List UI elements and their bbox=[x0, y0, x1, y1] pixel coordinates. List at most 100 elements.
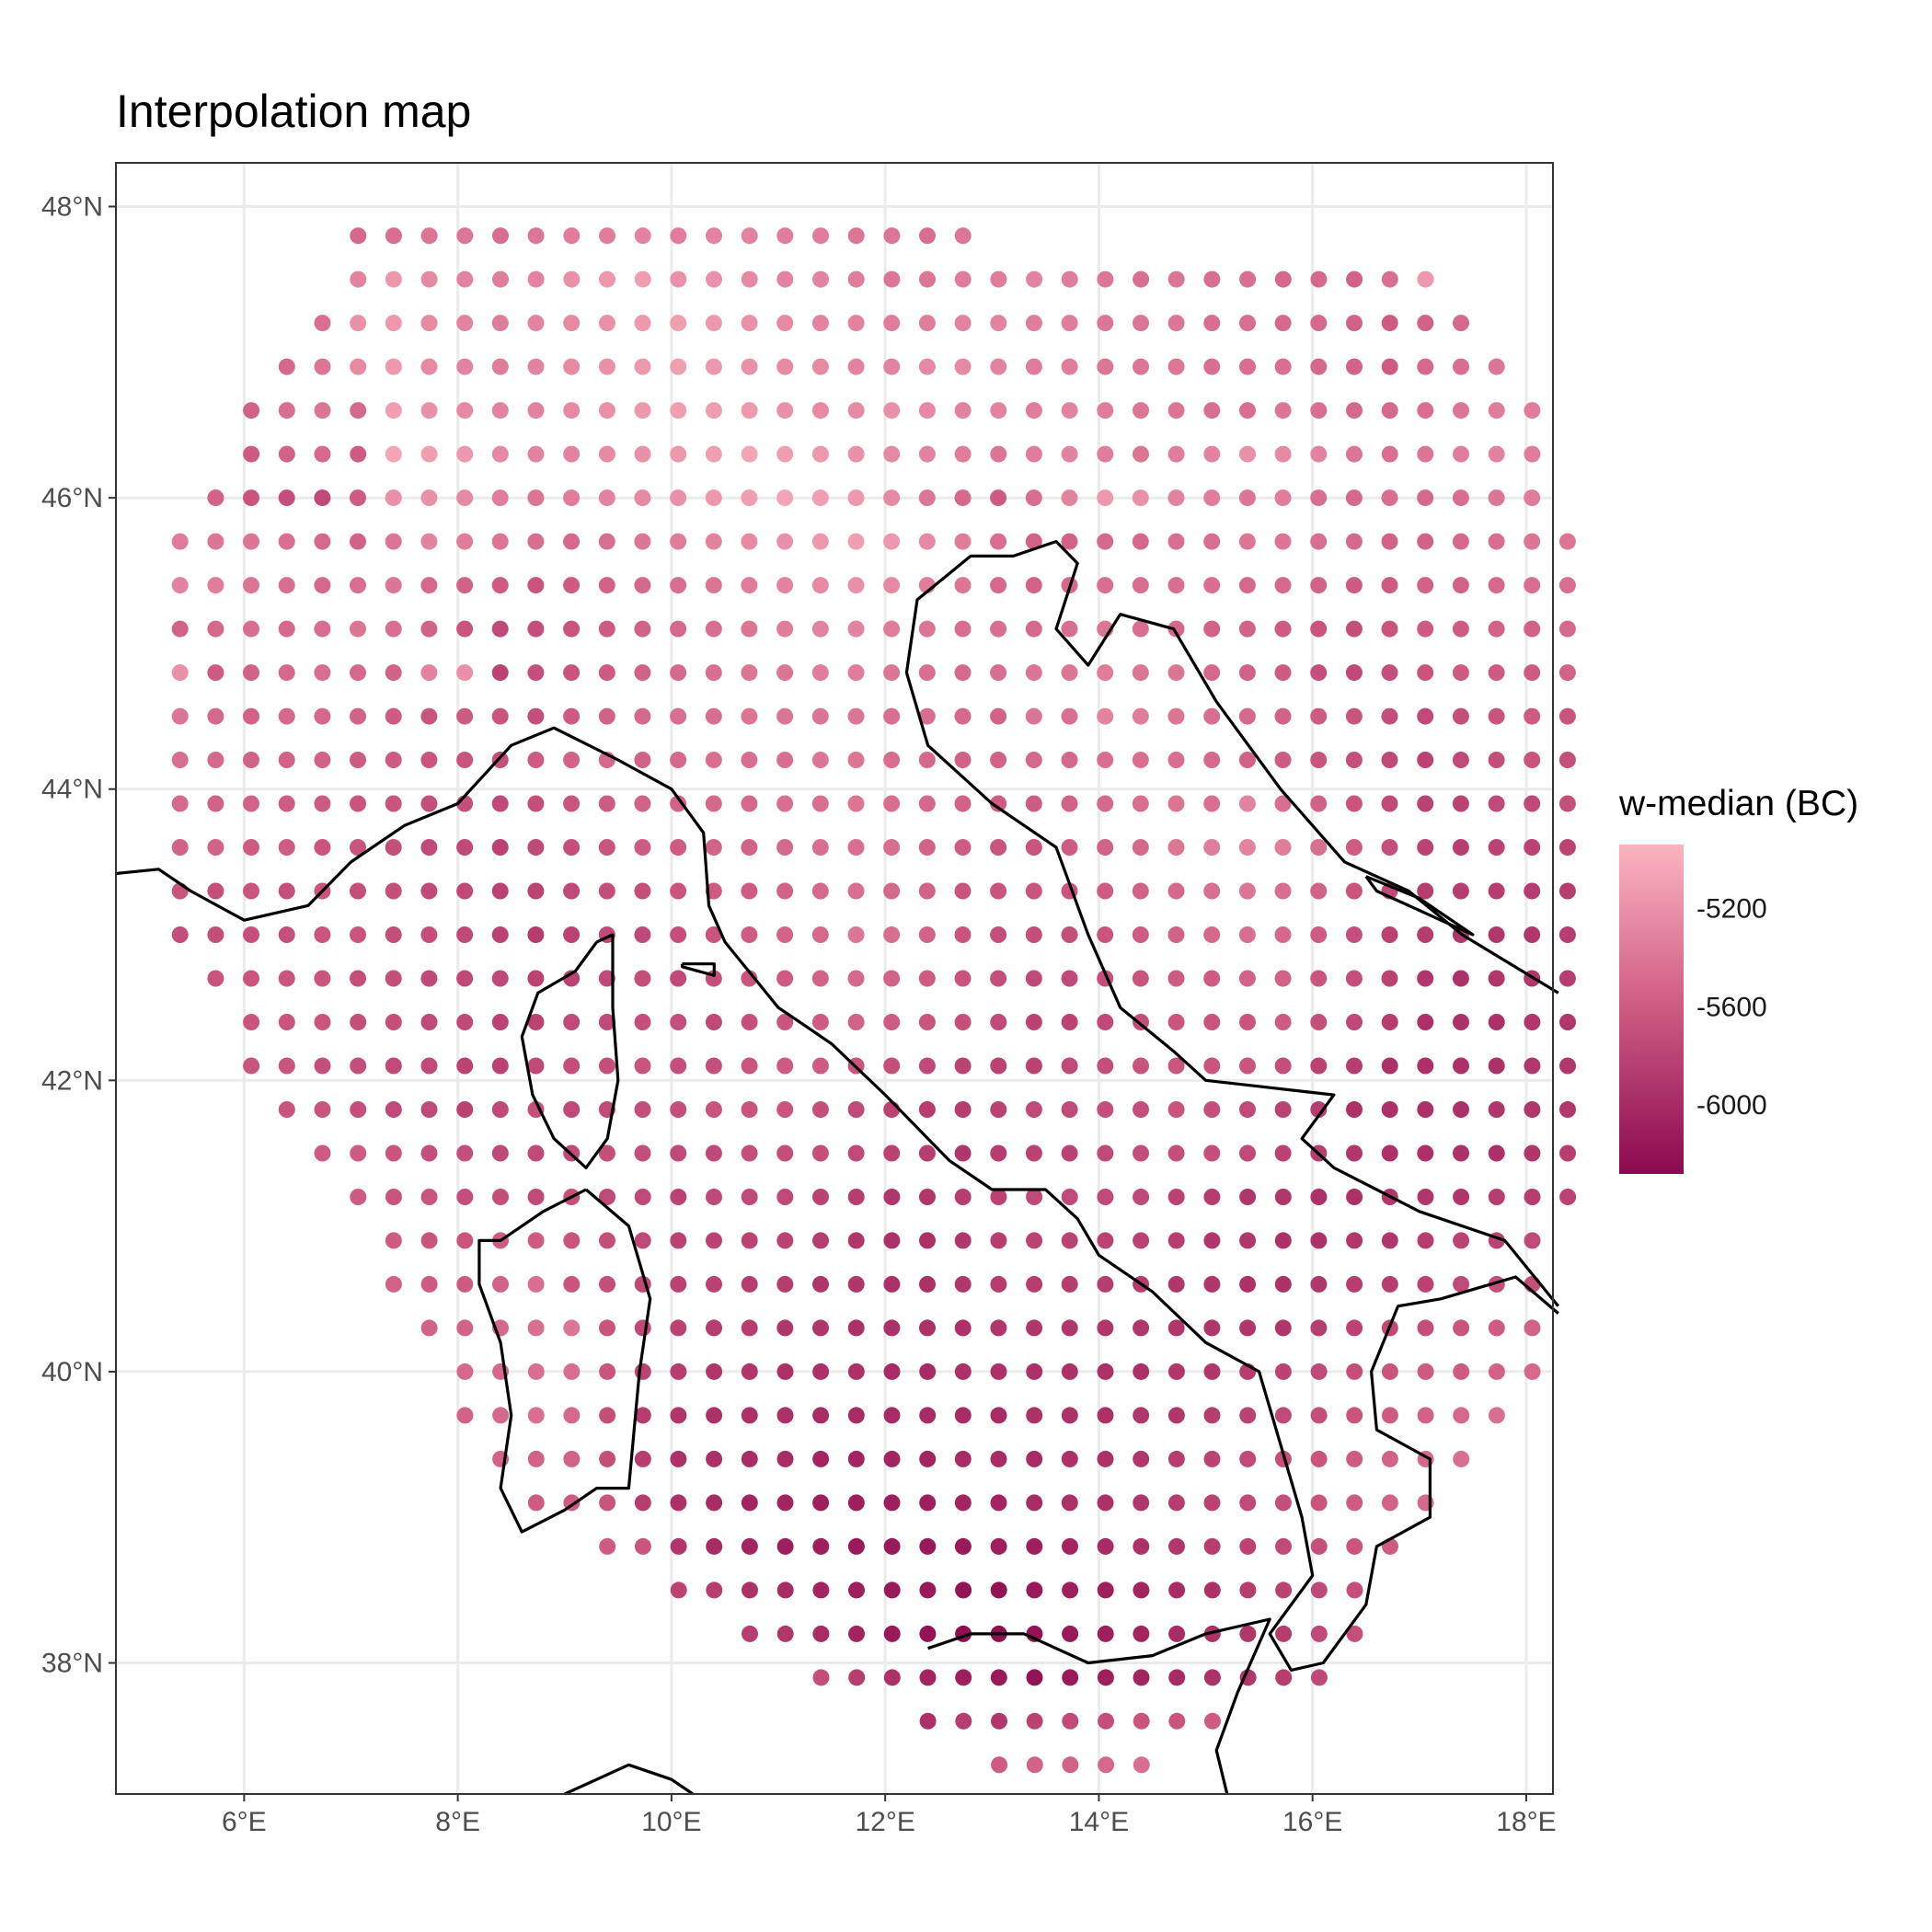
data-point bbox=[1381, 926, 1398, 943]
data-point bbox=[1061, 1014, 1078, 1030]
data-point bbox=[1133, 1057, 1149, 1075]
data-point bbox=[1098, 1756, 1115, 1774]
data-point bbox=[456, 620, 474, 638]
data-point bbox=[811, 1101, 829, 1118]
data-point bbox=[1524, 664, 1541, 682]
data-point bbox=[1488, 358, 1505, 375]
data-point bbox=[1239, 1144, 1256, 1162]
data-point bbox=[1133, 1407, 1150, 1424]
data-point bbox=[670, 1494, 687, 1512]
data-point bbox=[1167, 489, 1185, 507]
data-point bbox=[491, 1101, 509, 1118]
data-point bbox=[491, 882, 509, 900]
data-point bbox=[1203, 970, 1221, 987]
data-point bbox=[1274, 970, 1292, 987]
data-point bbox=[314, 445, 331, 463]
data-point bbox=[634, 839, 651, 856]
data-point bbox=[847, 445, 865, 463]
data-point bbox=[670, 1581, 687, 1599]
data-point bbox=[1203, 1275, 1221, 1293]
data-point bbox=[1453, 1189, 1470, 1205]
coastline-elba bbox=[680, 962, 716, 977]
data-point bbox=[1167, 1057, 1185, 1075]
data-point bbox=[278, 839, 295, 856]
data-point bbox=[1345, 970, 1363, 987]
data-point bbox=[1346, 1319, 1363, 1337]
data-point bbox=[1026, 1494, 1043, 1512]
data-point bbox=[634, 1450, 651, 1467]
data-point bbox=[741, 882, 758, 900]
data-point bbox=[492, 227, 509, 245]
data-point bbox=[705, 533, 722, 550]
data-point bbox=[420, 577, 438, 594]
data-point bbox=[1274, 1232, 1292, 1249]
data-point bbox=[1488, 402, 1505, 420]
data-point bbox=[919, 1625, 937, 1642]
data-point bbox=[1274, 402, 1292, 420]
data-point bbox=[706, 227, 722, 245]
data-point bbox=[1062, 1669, 1079, 1686]
data-point bbox=[847, 752, 865, 768]
data-point bbox=[1097, 1407, 1114, 1424]
data-point bbox=[918, 926, 936, 943]
data-point bbox=[954, 1144, 972, 1162]
data-point bbox=[741, 227, 758, 245]
data-point bbox=[883, 1057, 901, 1075]
data-point bbox=[1524, 489, 1541, 507]
data-point bbox=[1310, 882, 1328, 900]
data-point bbox=[278, 489, 295, 507]
data-point bbox=[706, 1494, 723, 1512]
data-point bbox=[634, 227, 651, 245]
data-point bbox=[1524, 1319, 1541, 1337]
data-point bbox=[314, 926, 331, 943]
data-point bbox=[1026, 1275, 1043, 1293]
data-point bbox=[385, 227, 402, 245]
data-point bbox=[1133, 315, 1149, 332]
data-point bbox=[954, 620, 972, 638]
data-point bbox=[919, 1189, 936, 1205]
data-point bbox=[883, 620, 901, 638]
data-point bbox=[1488, 1101, 1505, 1118]
data-point bbox=[278, 707, 295, 725]
data-point bbox=[456, 402, 474, 420]
data-point bbox=[1488, 489, 1505, 507]
data-point bbox=[171, 839, 189, 856]
data-point bbox=[883, 533, 901, 550]
data-point bbox=[420, 970, 438, 987]
data-point bbox=[1274, 577, 1292, 594]
data-point bbox=[599, 1232, 615, 1249]
data-point bbox=[598, 882, 615, 900]
data-point bbox=[634, 1319, 651, 1337]
data-point bbox=[456, 533, 474, 550]
data-point bbox=[1310, 533, 1328, 550]
data-point bbox=[706, 270, 722, 288]
data-point bbox=[456, 489, 474, 507]
data-point bbox=[1346, 1101, 1363, 1118]
data-point bbox=[1274, 270, 1292, 288]
data-point bbox=[1417, 1407, 1434, 1424]
data-point bbox=[812, 1275, 829, 1293]
data-point bbox=[314, 533, 331, 550]
data-point bbox=[811, 358, 829, 375]
data-point bbox=[1453, 1275, 1470, 1293]
data-point bbox=[1133, 1494, 1150, 1512]
data-point bbox=[278, 926, 295, 943]
data-point bbox=[1203, 445, 1221, 463]
data-point bbox=[350, 315, 367, 332]
data-point bbox=[278, 402, 295, 420]
data-point bbox=[1167, 533, 1185, 550]
data-point bbox=[350, 620, 366, 638]
data-point bbox=[954, 1537, 972, 1555]
data-point bbox=[954, 445, 972, 463]
data-point bbox=[491, 402, 509, 420]
data-point bbox=[456, 1319, 474, 1337]
data-point bbox=[847, 270, 865, 288]
legend-colorbar bbox=[1619, 845, 1684, 1174]
legend-ticks: -5200 -5600 -6000 bbox=[1619, 893, 1767, 1121]
data-point bbox=[848, 1669, 866, 1686]
data-point bbox=[1417, 1014, 1434, 1030]
data-point bbox=[1274, 707, 1292, 725]
data-point bbox=[527, 752, 545, 768]
data-point bbox=[847, 1494, 865, 1512]
data-point bbox=[919, 1581, 937, 1599]
